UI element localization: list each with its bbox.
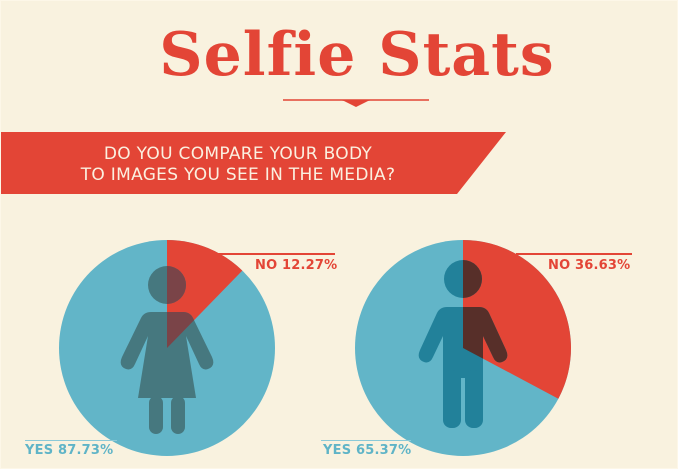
male-yes-label: YES 65.37%	[323, 443, 412, 458]
yes-leader-line	[321, 440, 411, 441]
page-title: Selfie Stats	[159, 20, 555, 90]
banner-shape	[1, 132, 506, 194]
question-banner: DO YOU COMPARE YOUR BODY TO IMAGES YOU S…	[1, 132, 507, 194]
male-pie-chart	[355, 240, 572, 456]
male-no-label: NO 36.63%	[548, 258, 631, 273]
question-line-1: DO YOU COMPARE YOUR BODY	[103, 144, 373, 164]
yes-leader-line	[25, 440, 117, 441]
question-line-2: TO IMAGES YOU SEE IN THE MEDIA?	[80, 165, 396, 185]
no-leader-line	[218, 253, 335, 255]
female-pie-chart	[59, 240, 275, 456]
female-yes-label: YES 87.73%	[25, 443, 114, 458]
pointer-down-icon	[342, 100, 370, 107]
question-text: DO YOU COMPARE YOUR BODY TO IMAGES YOU S…	[1, 144, 475, 186]
no-leader-line	[516, 253, 632, 255]
female-no-label: NO 12.27%	[255, 258, 338, 273]
pie-slice-no	[463, 240, 572, 399]
